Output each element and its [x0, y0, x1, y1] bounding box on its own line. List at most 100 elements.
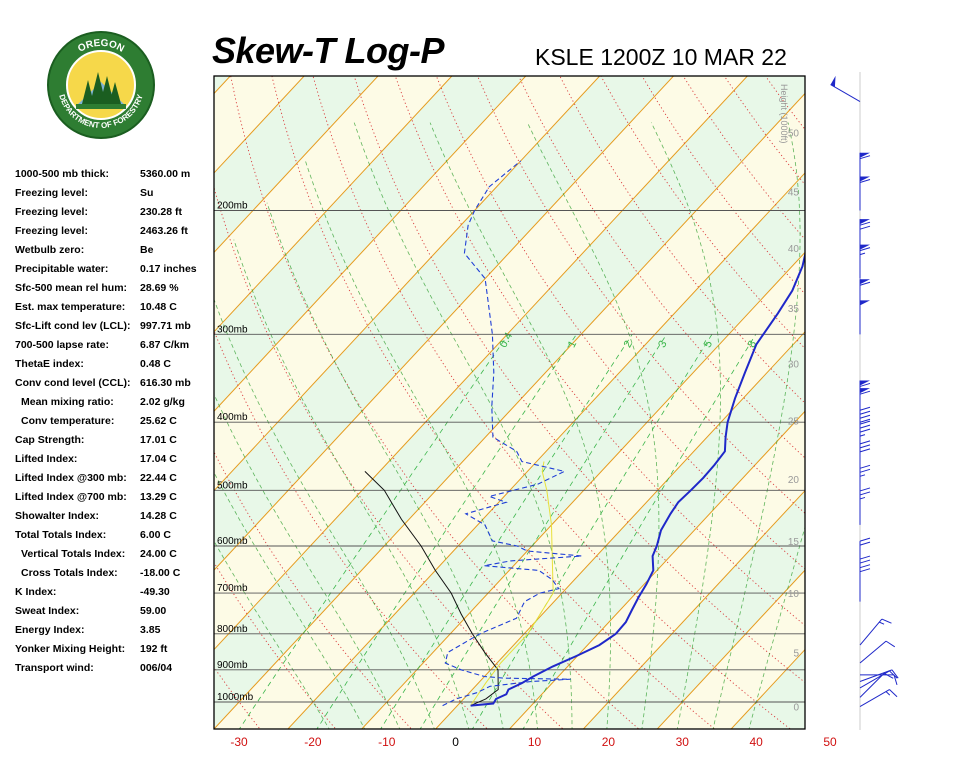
temperature-trace: [470, 250, 805, 707]
index-label: Cross Totals Index:: [21, 567, 118, 579]
mixing-ratio-line: [471, 334, 713, 729]
logo-top-text: OREGON: [76, 38, 126, 55]
moist-adiabat: [266, 202, 504, 729]
wind-barb-full: [883, 672, 894, 679]
height-tick-label: 0: [793, 703, 799, 714]
pressure-label: 800mb: [217, 624, 248, 635]
index-label: Transport wind:: [15, 662, 94, 674]
wind-barb-half: [859, 474, 866, 477]
index-label: Est. max temperature:: [15, 301, 126, 313]
index-value: 10.48 C: [140, 301, 177, 313]
wind-barb-full: [859, 225, 871, 230]
isotherm-line: [877, 0, 960, 731]
height-axis-label: Height (1000ft): [779, 84, 789, 144]
wind-barb-full: [859, 221, 871, 226]
wind-barb-full: [893, 674, 898, 686]
index-value: 14.28 C: [140, 510, 177, 522]
virtual-temperature-trace: [470, 461, 554, 706]
svg-text:OREGON: OREGON: [76, 38, 126, 55]
dry-adiabat: [312, 76, 792, 729]
isotherm-band: [804, 728, 805, 729]
isotherm-line: [0, 0, 7, 731]
pressure-label: 600mb: [217, 536, 248, 547]
index-value: -49.30: [140, 586, 170, 598]
height-tick-label: 35: [788, 304, 800, 315]
wind-barb: [859, 176, 871, 211]
moist-adiabat: [712, 122, 801, 729]
wind-barb-full: [859, 406, 871, 411]
index-value: -18.00 C: [140, 567, 181, 579]
wind-barb-full: [859, 537, 871, 542]
chart-title: Skew-T Log-P: [212, 30, 445, 71]
dry-adiabat: [0, 0, 186, 731]
index-value: 192 ft: [140, 643, 168, 655]
height-tick-label: 30: [788, 359, 800, 370]
wind-barb-full: [859, 564, 871, 569]
wind-barb: [859, 640, 896, 664]
index-value: 5360.00 m: [140, 168, 191, 180]
wind-flag: [830, 75, 836, 88]
index-value: 230.28 ft: [140, 206, 183, 218]
wind-barb-full: [859, 390, 871, 395]
wind-barb: [859, 244, 871, 279]
wind-flag: [860, 152, 870, 158]
isotherm-line: [214, 76, 527, 412]
dry-adiabat: [793, 0, 960, 731]
wind-barb-full: [859, 420, 871, 425]
index-value: 997.71 mb: [140, 320, 191, 332]
index-value: 59.00: [140, 605, 167, 617]
isotherm-line: [361, 251, 805, 729]
wind-barb: [859, 464, 871, 503]
wind-barb-full: [859, 428, 871, 433]
x-tick-label: -10: [378, 735, 396, 749]
isotherm-line: [656, 569, 805, 729]
index-value: 2463.26 ft: [140, 225, 188, 237]
wind-barb: [859, 279, 871, 314]
isotherm-line: [214, 76, 379, 254]
height-tick-label: 5: [793, 648, 799, 659]
index-label: Freezing level:: [15, 225, 88, 237]
index-label: Mean mixing ratio:: [21, 396, 114, 408]
wind-barb-staff: [830, 84, 861, 103]
wind-barb-full: [885, 640, 896, 648]
isotherm-line: [582, 489, 805, 729]
index-value: 24.00 C: [140, 548, 177, 560]
isotherm-line: [214, 76, 305, 174]
wind-barb-full: [859, 247, 871, 252]
mixing-ratio-label: 1: [566, 339, 579, 350]
index-label: Precipitable water:: [15, 263, 109, 275]
wind-barb-full: [859, 155, 871, 160]
isotherm-band: [0, 0, 154, 731]
x-tick-label: 30: [676, 735, 690, 749]
index-label: Conv temperature:: [21, 415, 115, 427]
wind-barb-full: [889, 689, 898, 698]
wind-barb-full: [859, 281, 871, 286]
pressure-label: 200mb: [217, 201, 248, 212]
index-value: Su: [140, 187, 154, 199]
dry-adiabat: [869, 0, 960, 731]
x-tick-label: -20: [304, 735, 322, 749]
wind-barb: [859, 672, 894, 698]
index-value: 616.30 mb: [140, 377, 191, 389]
wind-flag: [860, 176, 870, 182]
isotherm-line: [214, 76, 675, 571]
station-time: KSLE 1200Z 10 MAR 22: [535, 44, 787, 70]
mixing-ratio-label: 5: [702, 339, 715, 350]
wind-barb-half: [885, 691, 891, 696]
wind-barb: [859, 537, 871, 576]
wind-barb-full: [859, 464, 871, 469]
dry-adiabat: [831, 0, 960, 731]
isotherm-line: [0, 0, 228, 731]
index-label: Lifted Index:: [15, 453, 78, 465]
mixing-ratio-label: 2: [622, 339, 635, 350]
x-tick-label: 50: [823, 735, 837, 749]
moist-adiabat: [214, 393, 401, 729]
x-tick-label: -30: [230, 735, 248, 749]
dry-adiabat: [477, 76, 805, 514]
isotherm-line: [214, 76, 749, 651]
wind-barb: [859, 555, 871, 594]
pressure-label: 700mb: [217, 583, 248, 594]
isotherm-line: [214, 76, 453, 333]
